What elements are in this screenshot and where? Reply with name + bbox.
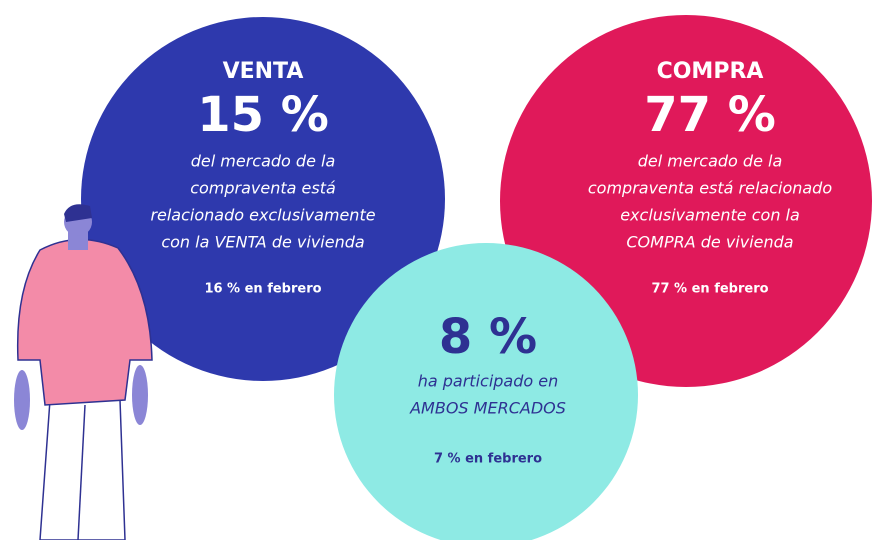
description-line: con la VENTA de vivienda	[161, 233, 364, 252]
description-line: compraventa está relacionado	[588, 179, 832, 198]
circle-title: COMPRA	[657, 59, 764, 84]
description-line: del mercado de la	[638, 152, 783, 171]
circle-note: 16 % en febrero	[204, 282, 321, 297]
infographic: VENTA 15 % 16 % en febrero COMPRA 77 % 7…	[0, 0, 884, 540]
circle-note: 7 % en febrero	[434, 452, 542, 467]
description-line: AMBOS MERCADOS	[409, 399, 566, 418]
ambos-circle	[334, 243, 638, 540]
description-line: exclusivamente con la	[620, 206, 800, 225]
circle-title: VENTA	[223, 59, 304, 84]
description-line: relacionado exclusivamente	[150, 206, 375, 225]
description-line: ha participado en	[418, 372, 559, 391]
circle-note: 77 % en febrero	[651, 282, 768, 297]
circle-figure: 8 %	[439, 309, 537, 365]
circle-figure: 15 %	[197, 87, 329, 143]
description-line: COMPRA de vivienda	[626, 233, 793, 252]
description-line: del mercado de la	[191, 152, 336, 171]
circle-figure: 77 %	[644, 87, 776, 143]
description-line: compraventa está	[190, 179, 336, 198]
